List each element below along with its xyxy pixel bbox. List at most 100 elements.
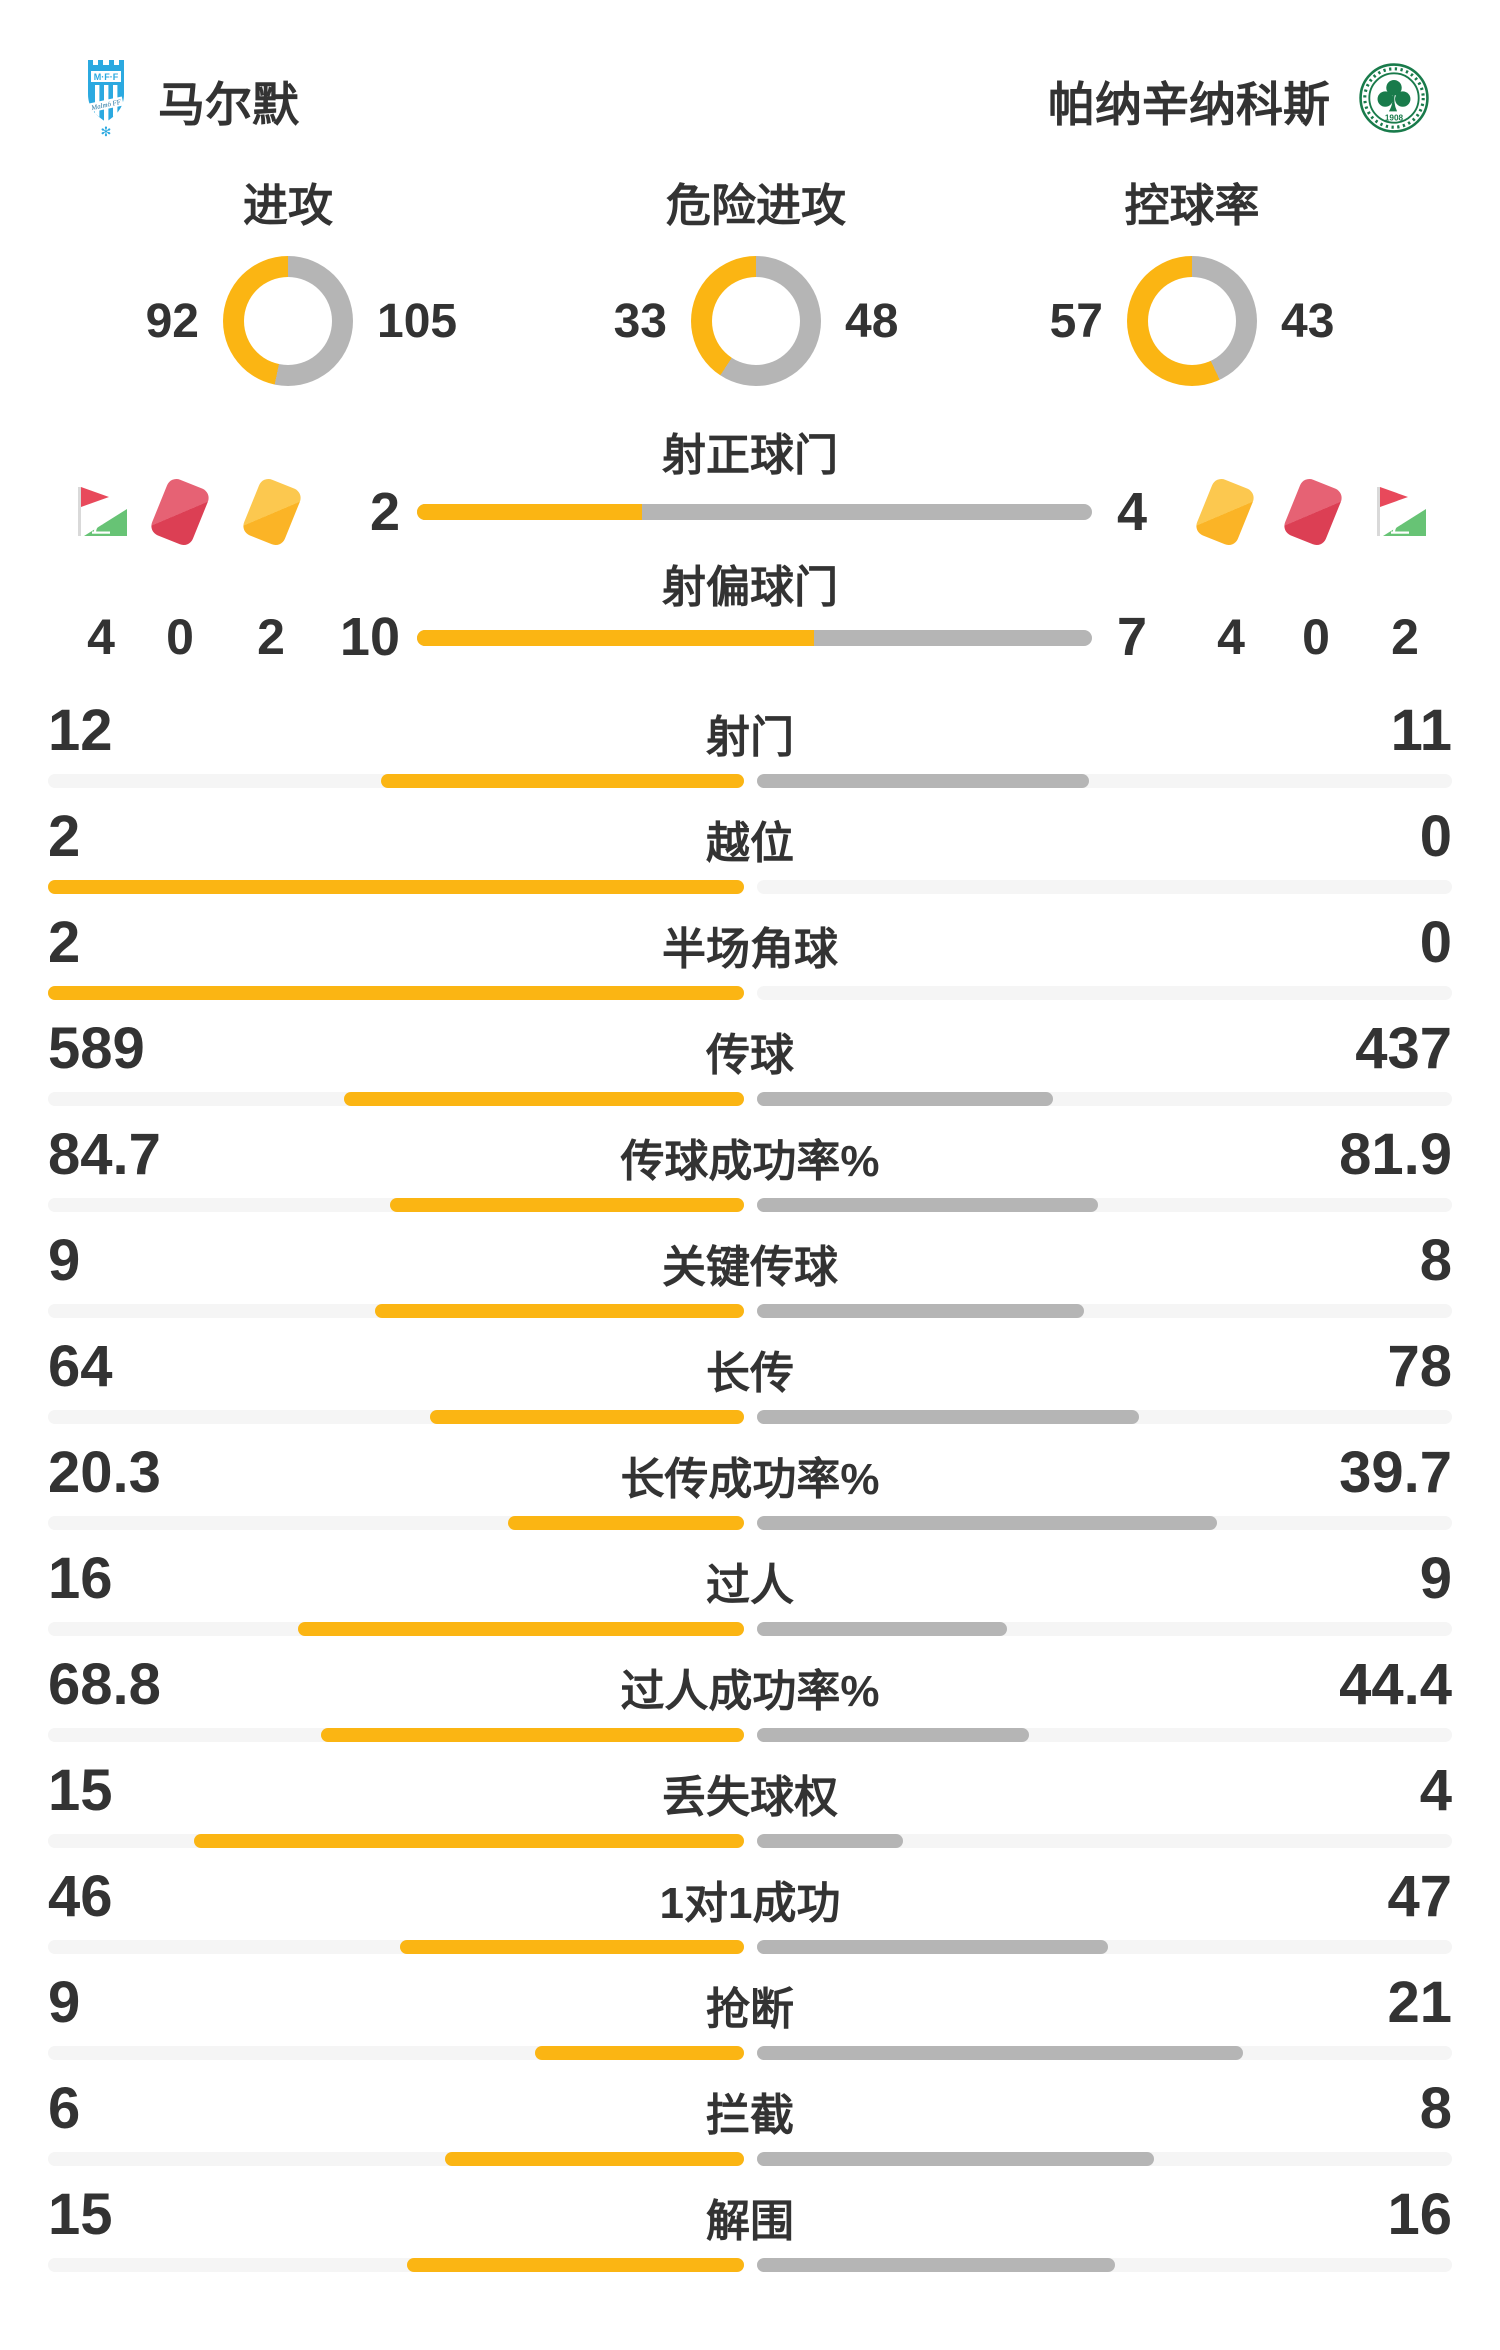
stat-bar — [48, 1410, 1452, 1424]
shots-off-target-title: 射偏球门 — [662, 563, 838, 612]
stat-away-value: 8 — [1419, 2076, 1452, 2141]
bar-fill-home — [399, 1940, 744, 1954]
stat-row-offsides: 2 越位 0 — [0, 796, 1500, 902]
shots-on-target-away-value: 4 — [1117, 482, 1148, 542]
stat-row-clearances: 15 解围 16 — [0, 2174, 1500, 2280]
bar-fill-home — [417, 504, 642, 520]
stat-row-shots: 12 射门 11 — [0, 690, 1500, 796]
red-card-icon — [1281, 475, 1345, 549]
bar-fill-home — [389, 1198, 744, 1212]
home-red-card-count: 0 — [166, 609, 194, 665]
stat-bar — [48, 986, 1452, 1000]
stat-label: 解围 — [706, 2197, 794, 2246]
stat-home-value: 20.3 — [48, 1440, 161, 1505]
stat-bar — [48, 880, 1452, 894]
donut-dangerous-attacks-ring — [691, 256, 821, 386]
corner-flag-icon — [1370, 482, 1430, 542]
stat-bar — [48, 1622, 1452, 1636]
shots-off-target-bar — [417, 630, 1092, 646]
shots-on-target-home-value: 2 — [369, 482, 400, 542]
stat-label: 关键传球 — [662, 1243, 838, 1292]
bar-fill-home — [445, 2152, 744, 2166]
donut-attacks: 进攻 92 105 — [69, 180, 507, 386]
stat-row-halftime-corners: 2 半场角球 0 — [0, 902, 1500, 1008]
stat-bar — [48, 774, 1452, 788]
stat-bar — [48, 2152, 1452, 2166]
stat-row-dribbles: 16 过人 9 — [0, 1538, 1500, 1644]
bar-fill-home — [406, 2258, 744, 2272]
stat-away-value: 9 — [1419, 1546, 1452, 1611]
donut-possession-away-value: 43 — [1281, 294, 1335, 348]
svg-text:✻: ✻ — [101, 124, 112, 139]
bar-fill-away — [756, 1728, 1030, 1742]
stat-home-value: 46 — [48, 1864, 113, 1929]
stat-away-value: 47 — [1387, 1864, 1452, 1929]
stat-home-value: 64 — [48, 1334, 113, 1399]
away-team: 帕纳辛纳科斯 1908 — [1048, 62, 1430, 139]
stat-label: 丢失球权 — [662, 1773, 838, 1822]
donut-dangerous-attacks: 危险进攻 33 48 — [537, 180, 975, 386]
away-red-card-count: 0 — [1302, 609, 1330, 665]
shots-section: 射正球门 2 4 — [0, 430, 1500, 690]
bar-fill-away — [756, 1940, 1108, 1954]
bar-fill-away — [756, 774, 1090, 788]
stat-row-long-balls: 64 长传 78 — [0, 1326, 1500, 1432]
donut-attacks-home-value: 92 — [145, 294, 199, 348]
bar-fill-home — [344, 1092, 744, 1106]
bar-fill-home — [534, 2046, 744, 2060]
bar-fill-home — [194, 1834, 744, 1848]
bar-fill-home — [48, 986, 744, 1000]
stat-label: 拦截 — [706, 2091, 794, 2140]
stat-bar — [48, 1092, 1452, 1106]
panathinaikos-crest-icon: 1908 — [1358, 62, 1430, 139]
corner-flag-icon — [71, 482, 131, 542]
stat-home-value: 12 — [48, 698, 113, 763]
stat-label: 射门 — [706, 713, 794, 762]
away-yellow-card-count: 4 — [1217, 609, 1245, 665]
bar-fill-home — [417, 630, 815, 646]
donut-dangerous-attacks-title: 危险进攻 — [665, 180, 846, 231]
stat-home-value: 9 — [48, 1970, 81, 2035]
stat-home-value: 15 — [48, 2182, 113, 2247]
stat-row-dribble-accuracy: 68.8 过人成功率% 44.4 — [0, 1644, 1500, 1750]
home-yellow-card-count: 2 — [257, 609, 285, 665]
bar-fill-home — [48, 880, 744, 894]
stat-away-value: 39.7 — [1339, 1440, 1452, 1505]
bar-fill-home — [430, 1410, 744, 1424]
stat-label: 抢断 — [706, 1985, 794, 2034]
bar-fill-away — [756, 1410, 1139, 1424]
donut-attacks-ring — [223, 256, 353, 386]
donut-possession-ring — [1127, 256, 1257, 386]
stat-label: 过人 — [706, 1561, 794, 1610]
donut-dangerous-attacks-home-value: 33 — [613, 294, 667, 348]
stat-home-value: 6 — [48, 2076, 81, 2141]
stat-bar — [48, 1516, 1452, 1530]
stat-label: 半场角球 — [662, 925, 838, 974]
shots-off-target-away-value: 7 — [1117, 607, 1148, 667]
bar-fill-home — [375, 1304, 744, 1318]
stat-row-interceptions: 6 拦截 8 — [0, 2068, 1500, 2174]
stat-bar — [48, 1728, 1452, 1742]
stat-bar — [48, 1198, 1452, 1212]
stat-label: 传球成功率% — [620, 1137, 880, 1186]
stat-home-value: 589 — [48, 1016, 145, 1081]
malmo-crest-icon: M·F·F Malmö FF ✻ — [82, 56, 130, 145]
stat-row-pass-accuracy: 84.7 传球成功率% 81.9 — [0, 1114, 1500, 1220]
shots-off-target-home-value: 10 — [339, 607, 400, 667]
home-team: M·F·F Malmö FF ✻ 马尔默 — [82, 56, 299, 145]
donut-possession: 控球率 57 43 — [973, 180, 1411, 386]
bar-fill-home — [508, 1516, 744, 1530]
bar-fill-away — [756, 2152, 1154, 2166]
donut-attacks-title: 进攻 — [242, 180, 333, 231]
stat-row-duels-won: 46 1对1成功 47 — [0, 1856, 1500, 1962]
stat-away-value: 0 — [1419, 910, 1452, 975]
team-header: M·F·F Malmö FF ✻ 马尔默 帕纳辛纳科斯 — [82, 52, 1430, 148]
stat-away-value: 16 — [1387, 2182, 1452, 2247]
stat-away-value: 78 — [1387, 1334, 1452, 1399]
stat-home-value: 2 — [48, 804, 81, 869]
bar-fill-away — [756, 1516, 1217, 1530]
stat-label: 1对1成功 — [659, 1879, 841, 1928]
bar-fill-away — [756, 1622, 1007, 1636]
stat-label: 长传成功率% — [620, 1455, 880, 1504]
donut-dangerous-attacks-away-value: 48 — [845, 294, 899, 348]
